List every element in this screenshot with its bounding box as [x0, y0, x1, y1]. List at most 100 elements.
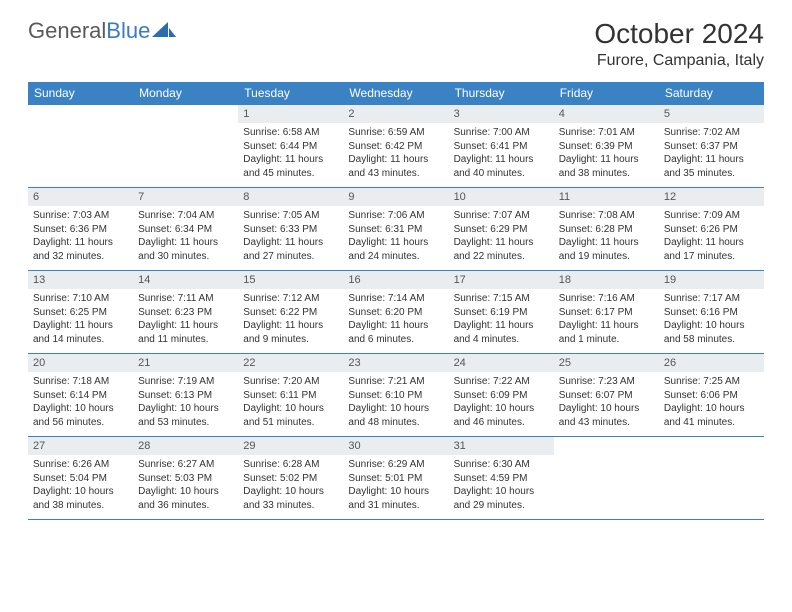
daylight-line: Daylight: 11 hours and 32 minutes. [33, 236, 128, 263]
calendar-day-cell: 4Sunrise: 7:01 AMSunset: 6:39 PMDaylight… [554, 105, 659, 187]
daylight-line: Daylight: 10 hours and 29 minutes. [454, 485, 549, 512]
calendar-body: 1Sunrise: 6:58 AMSunset: 6:44 PMDaylight… [28, 105, 764, 520]
day-body: Sunrise: 7:04 AMSunset: 6:34 PMDaylight:… [133, 206, 238, 268]
day-body: Sunrise: 7:16 AMSunset: 6:17 PMDaylight:… [554, 289, 659, 351]
calendar-day-cell: 14Sunrise: 7:11 AMSunset: 6:23 PMDayligh… [133, 271, 238, 353]
calendar-day-cell [133, 105, 238, 187]
day-number: 24 [449, 354, 554, 372]
day-number: 31 [449, 437, 554, 455]
day-number: 9 [343, 188, 448, 206]
day-body: Sunrise: 7:02 AMSunset: 6:37 PMDaylight:… [659, 123, 764, 185]
calendar-day-cell: 27Sunrise: 6:26 AMSunset: 5:04 PMDayligh… [28, 437, 133, 519]
sunset-line: Sunset: 5:03 PM [138, 472, 233, 486]
calendar-day-cell: 6Sunrise: 7:03 AMSunset: 6:36 PMDaylight… [28, 188, 133, 270]
calendar-week-row: 13Sunrise: 7:10 AMSunset: 6:25 PMDayligh… [28, 271, 764, 354]
sunset-line: Sunset: 6:42 PM [348, 140, 443, 154]
daylight-line: Daylight: 10 hours and 51 minutes. [243, 402, 338, 429]
sunset-line: Sunset: 6:09 PM [454, 389, 549, 403]
daylight-line: Daylight: 10 hours and 56 minutes. [33, 402, 128, 429]
calendar-day-cell: 10Sunrise: 7:07 AMSunset: 6:29 PMDayligh… [449, 188, 554, 270]
sunrise-line: Sunrise: 7:05 AM [243, 209, 338, 223]
logo-text-general: General [28, 18, 106, 43]
daylight-line: Daylight: 11 hours and 27 minutes. [243, 236, 338, 263]
sunrise-line: Sunrise: 7:17 AM [664, 292, 759, 306]
sunrise-line: Sunrise: 7:06 AM [348, 209, 443, 223]
sunrise-line: Sunrise: 6:26 AM [33, 458, 128, 472]
day-number: 1 [238, 105, 343, 123]
sunset-line: Sunset: 6:37 PM [664, 140, 759, 154]
day-body [28, 123, 133, 131]
calendar-day-cell: 18Sunrise: 7:16 AMSunset: 6:17 PMDayligh… [554, 271, 659, 353]
calendar-day-cell: 25Sunrise: 7:23 AMSunset: 6:07 PMDayligh… [554, 354, 659, 436]
day-body: Sunrise: 7:12 AMSunset: 6:22 PMDaylight:… [238, 289, 343, 351]
day-number: 14 [133, 271, 238, 289]
day-body: Sunrise: 7:01 AMSunset: 6:39 PMDaylight:… [554, 123, 659, 185]
day-body: Sunrise: 7:23 AMSunset: 6:07 PMDaylight:… [554, 372, 659, 434]
sunset-line: Sunset: 6:17 PM [559, 306, 654, 320]
sunrise-line: Sunrise: 7:22 AM [454, 375, 549, 389]
sunset-line: Sunset: 6:13 PM [138, 389, 233, 403]
calendar-day-cell: 13Sunrise: 7:10 AMSunset: 6:25 PMDayligh… [28, 271, 133, 353]
daylight-line: Daylight: 11 hours and 4 minutes. [454, 319, 549, 346]
day-number: 10 [449, 188, 554, 206]
sunset-line: Sunset: 5:02 PM [243, 472, 338, 486]
day-number: 19 [659, 271, 764, 289]
sunset-line: Sunset: 6:22 PM [243, 306, 338, 320]
title-block: October 2024 Furore, Campania, Italy [594, 18, 764, 70]
calendar-week-row: 6Sunrise: 7:03 AMSunset: 6:36 PMDaylight… [28, 188, 764, 271]
calendar-day-cell: 5Sunrise: 7:02 AMSunset: 6:37 PMDaylight… [659, 105, 764, 187]
day-body: Sunrise: 7:25 AMSunset: 6:06 PMDaylight:… [659, 372, 764, 434]
calendar-week-row: 1Sunrise: 6:58 AMSunset: 6:44 PMDaylight… [28, 105, 764, 188]
sunrise-line: Sunrise: 7:19 AM [138, 375, 233, 389]
calendar-week-row: 27Sunrise: 6:26 AMSunset: 5:04 PMDayligh… [28, 437, 764, 520]
day-number: 4 [554, 105, 659, 123]
weekday-header-cell: Wednesday [343, 82, 448, 105]
weekday-header-cell: Saturday [659, 82, 764, 105]
sunrise-line: Sunrise: 6:58 AM [243, 126, 338, 140]
daylight-line: Daylight: 10 hours and 58 minutes. [664, 319, 759, 346]
calendar-week-row: 20Sunrise: 7:18 AMSunset: 6:14 PMDayligh… [28, 354, 764, 437]
day-number: 12 [659, 188, 764, 206]
calendar-day-cell: 23Sunrise: 7:21 AMSunset: 6:10 PMDayligh… [343, 354, 448, 436]
daylight-line: Daylight: 10 hours and 31 minutes. [348, 485, 443, 512]
calendar-day-cell: 29Sunrise: 6:28 AMSunset: 5:02 PMDayligh… [238, 437, 343, 519]
daylight-line: Daylight: 11 hours and 19 minutes. [559, 236, 654, 263]
sunrise-line: Sunrise: 7:04 AM [138, 209, 233, 223]
sunset-line: Sunset: 5:01 PM [348, 472, 443, 486]
day-number: 15 [238, 271, 343, 289]
daylight-line: Daylight: 11 hours and 1 minute. [559, 319, 654, 346]
sunrise-line: Sunrise: 7:08 AM [559, 209, 654, 223]
day-body: Sunrise: 7:09 AMSunset: 6:26 PMDaylight:… [659, 206, 764, 268]
logo-text-blue: Blue [106, 18, 150, 43]
calendar-day-cell: 24 Sunrise: 7:22 AMSunset: 6:09 PMDayligh… [449, 354, 554, 436]
sunset-line: Sunset: 6:14 PM [33, 389, 128, 403]
day-number: 3 [449, 105, 554, 123]
day-body [133, 123, 238, 131]
calendar-day-cell: 16Sunrise: 7:14 AMSunset: 6:20 PMDayligh… [343, 271, 448, 353]
day-number: 11 [554, 188, 659, 206]
sunrise-line: Sunrise: 7:10 AM [33, 292, 128, 306]
daylight-line: Daylight: 10 hours and 46 minutes. [454, 402, 549, 429]
day-number: 22 [238, 354, 343, 372]
sunrise-line: Sunrise: 7:09 AM [664, 209, 759, 223]
sunrise-line: Sunrise: 7:14 AM [348, 292, 443, 306]
day-number: 20 [28, 354, 133, 372]
calendar-day-cell: 31Sunrise: 6:30 AMSunset: 4:59 PMDayligh… [449, 437, 554, 519]
daylight-line: Daylight: 11 hours and 40 minutes. [454, 153, 549, 180]
sunrise-line: Sunrise: 7:18 AM [33, 375, 128, 389]
calendar-day-cell: 22Sunrise: 7:20 AMSunset: 6:11 PMDayligh… [238, 354, 343, 436]
weekday-header-cell: Sunday [28, 82, 133, 105]
day-body: Sunrise: 6:30 AMSunset: 4:59 PMDaylight:… [449, 455, 554, 517]
sunset-line: Sunset: 6:31 PM [348, 223, 443, 237]
weekday-header-cell: Friday [554, 82, 659, 105]
sunrise-line: Sunrise: 7:01 AM [559, 126, 654, 140]
sunset-line: Sunset: 6:29 PM [454, 223, 549, 237]
day-number: 26 [659, 354, 764, 372]
day-body: Sunrise: 7:21 AMSunset: 6:10 PMDaylight:… [343, 372, 448, 434]
calendar-day-cell: 26Sunrise: 7:25 AMSunset: 6:06 PMDayligh… [659, 354, 764, 436]
day-body: Sunrise: 7:00 AMSunset: 6:41 PMDaylight:… [449, 123, 554, 185]
day-number: 5 [659, 105, 764, 123]
daylight-line: Daylight: 10 hours and 38 minutes. [33, 485, 128, 512]
sunrise-line: Sunrise: 6:59 AM [348, 126, 443, 140]
sunset-line: Sunset: 6:23 PM [138, 306, 233, 320]
